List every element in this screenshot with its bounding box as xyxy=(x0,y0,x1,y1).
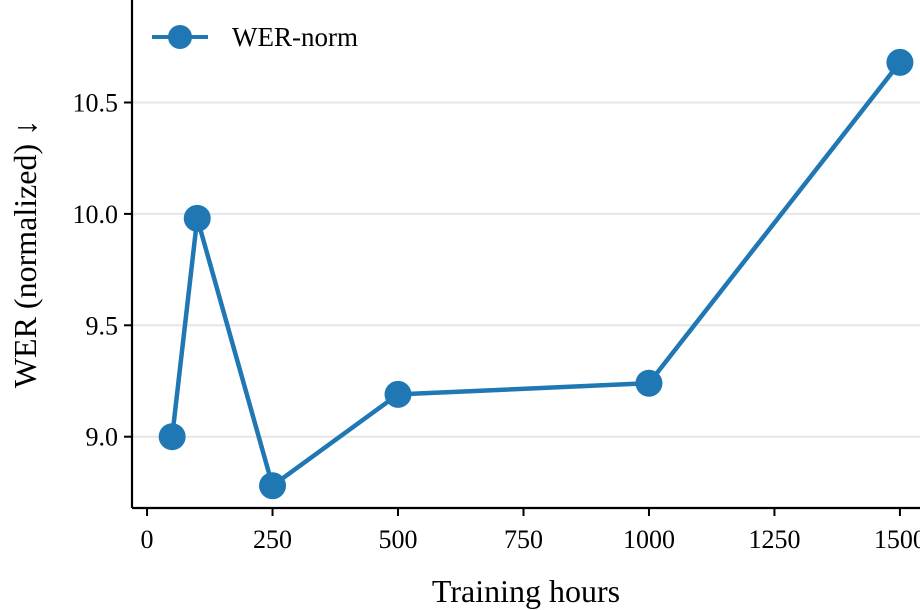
x-axis-label: Training hours xyxy=(432,573,620,609)
data-point xyxy=(183,204,211,232)
series-line xyxy=(169,60,903,488)
data-point xyxy=(886,48,914,76)
x-ticks: 0 250 500 750 1000 1250 1500 xyxy=(141,508,920,554)
y-ticks: 9.0 9.5 10.0 10.5 xyxy=(73,88,132,452)
y-tick-label: 9.5 xyxy=(86,311,119,340)
y-tick-label: 10.0 xyxy=(73,200,119,229)
x-tick-label: 500 xyxy=(379,525,418,554)
x-tick-label: 1000 xyxy=(623,525,675,554)
x-tick-label: 750 xyxy=(504,525,543,554)
x-tick-label: 1250 xyxy=(748,525,800,554)
x-tick-label: 1500 xyxy=(874,525,920,554)
x-tick-label: 0 xyxy=(141,525,154,554)
grid-lines xyxy=(132,101,920,438)
data-point xyxy=(259,472,287,500)
data-point xyxy=(384,380,412,408)
legend: WER-norm xyxy=(152,22,358,52)
legend-marker xyxy=(168,25,192,49)
data-point xyxy=(635,369,663,397)
y-axis-label: WER (normalized) ↓ xyxy=(7,120,43,388)
series-layer xyxy=(158,48,914,500)
data-point xyxy=(158,423,186,451)
legend-label: WER-norm xyxy=(232,22,358,52)
axes xyxy=(130,0,920,510)
y-tick-label: 9.0 xyxy=(86,423,119,452)
y-tick-label: 10.5 xyxy=(73,88,119,117)
x-tick-label: 250 xyxy=(253,525,292,554)
